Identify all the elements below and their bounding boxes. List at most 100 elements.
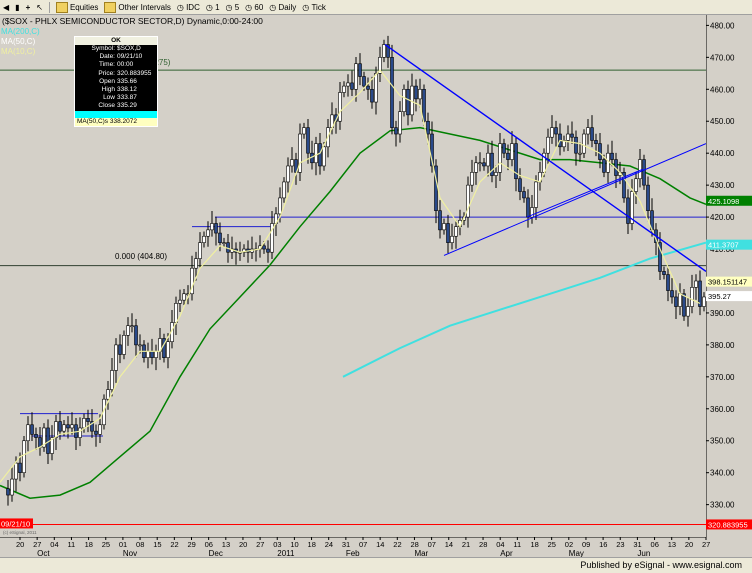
folder-icon xyxy=(104,1,117,13)
date-tick-label: 31 xyxy=(633,540,641,549)
candle-down xyxy=(118,344,122,355)
price-tick-label: 460.00 xyxy=(710,85,735,94)
price-axis[interactable]: 480.00 470.00 460.00 450.00 440.00 430.00 420.… xyxy=(706,15,752,537)
info-key: High xyxy=(101,86,115,94)
candle-up xyxy=(586,127,590,135)
candle-down xyxy=(514,143,518,180)
month-label: Apr xyxy=(500,549,513,557)
candle-up xyxy=(550,127,554,138)
ma200-line xyxy=(342,241,706,378)
info-row: Time: 00:00 xyxy=(75,61,157,69)
candle-up xyxy=(354,63,358,90)
info-row: High 338.12 xyxy=(75,86,157,94)
legend-ma10[interactable]: MA(10,C) xyxy=(1,47,36,56)
toolbar-separator xyxy=(48,1,50,13)
date-tick-label: 20 xyxy=(685,540,693,549)
candle-down xyxy=(18,462,22,473)
candle-up xyxy=(546,136,550,154)
candle-up xyxy=(678,293,682,307)
date-tick-label: 04 xyxy=(50,540,58,549)
candle-down xyxy=(134,325,138,346)
date-marker-badge xyxy=(0,518,33,529)
candle-up xyxy=(178,299,182,304)
intervals-menu[interactable]: Other Intervals xyxy=(101,0,173,14)
ma10-line xyxy=(0,69,701,483)
interval-5-button[interactable]: ◷ 5 xyxy=(223,0,243,14)
interval-daily-button[interactable]: ◷ Daily xyxy=(266,0,299,14)
candle-up xyxy=(498,143,502,173)
chart-type-icon[interactable]: ▮ xyxy=(15,2,20,12)
candle-up xyxy=(174,303,178,323)
date-tick-label: 31 xyxy=(342,540,350,549)
candle-up xyxy=(130,325,134,328)
candle-down xyxy=(674,296,678,307)
clock-icon: ◷ xyxy=(176,2,187,12)
candle-down xyxy=(386,44,390,58)
trendline xyxy=(384,43,706,272)
candle-down xyxy=(90,421,94,432)
candle-up xyxy=(70,424,74,429)
candle-down xyxy=(666,274,670,291)
candle-down xyxy=(622,172,626,199)
candle-up xyxy=(566,133,570,141)
candle-up xyxy=(114,344,118,371)
candle-down xyxy=(394,127,398,135)
info-row: Price: 320.883955 xyxy=(75,70,157,78)
interval-5-label: 5 xyxy=(234,2,240,12)
legend-ma200[interactable]: MA(200,C) xyxy=(1,27,40,36)
month-label: Nov xyxy=(123,549,137,557)
candle-down xyxy=(94,430,98,435)
interval-idc-button[interactable]: ◷ IDC xyxy=(174,0,203,14)
intervals-label: Other Intervals xyxy=(118,2,171,12)
interval-tick-label: Tick xyxy=(311,2,326,12)
legend-ma50[interactable]: MA(50,C) xyxy=(1,37,36,46)
candle-up xyxy=(530,207,534,218)
candle-up xyxy=(14,462,18,480)
candle-down xyxy=(602,159,606,173)
chart-title: ($SOX - PHLX SEMICONDUCTOR SECTOR,D) Dyn… xyxy=(0,15,708,27)
date-tick-label: 02 xyxy=(565,540,573,549)
candle-up xyxy=(694,280,698,288)
back-button[interactable]: ◀ xyxy=(3,2,10,12)
info-row: Date: 09/21/10 xyxy=(75,53,157,61)
interval-1-button[interactable]: ◷ 1 xyxy=(203,0,223,14)
info-value: 338.12 xyxy=(117,86,137,94)
month-label: Dec xyxy=(209,549,223,557)
month-label: Feb xyxy=(346,549,360,557)
equities-menu[interactable]: Equities xyxy=(53,0,101,14)
cursor-info-window[interactable]: OK Symbol: $SOX,D Date: 09/21/10 Time: 00:0… xyxy=(74,36,158,127)
candle-up xyxy=(510,143,514,160)
candle-down xyxy=(86,418,90,422)
candle-up xyxy=(690,287,694,307)
interval-tick-button[interactable]: ◷ Tick xyxy=(299,0,329,14)
add-icon[interactable]: + xyxy=(25,2,31,12)
date-axis[interactable]: 20 27 04 11 18 25 01 08 15 22 29 06 13 20 27 03 10 18 24 31… xyxy=(0,537,752,557)
clock-icon: ◷ xyxy=(269,2,279,12)
date-tick-label: 07 xyxy=(359,540,367,549)
date-tick-label: 23 xyxy=(616,540,624,549)
price-tick-label: 340.00 xyxy=(710,469,735,478)
candle-up xyxy=(98,424,102,435)
date-tick-label: 20 xyxy=(239,540,247,549)
candle-up xyxy=(474,162,478,173)
trendline xyxy=(526,168,644,218)
candle-up xyxy=(202,235,206,243)
date-tick-label: 29 xyxy=(188,540,196,549)
candle-up xyxy=(606,152,610,173)
interval-60-button[interactable]: ◷ 60 xyxy=(242,0,266,14)
candle-down xyxy=(6,488,10,496)
cursor-tool-icon[interactable]: ↖ xyxy=(36,2,43,12)
candle-up xyxy=(194,258,198,269)
candle-up xyxy=(278,197,282,215)
info-key: Symbol: xyxy=(91,45,115,52)
info-key: Open xyxy=(99,77,115,85)
price-tag-bg xyxy=(706,276,752,287)
price-tick-label: 480.00 xyxy=(710,21,735,30)
info-key: Date: xyxy=(99,53,115,61)
candle-up xyxy=(190,267,194,295)
candle-down xyxy=(658,242,662,272)
info-key: Price: xyxy=(98,69,115,77)
price-tick-label: 370.00 xyxy=(710,373,735,382)
candle-up xyxy=(322,146,326,167)
date-tick-label: 25 xyxy=(548,540,556,549)
